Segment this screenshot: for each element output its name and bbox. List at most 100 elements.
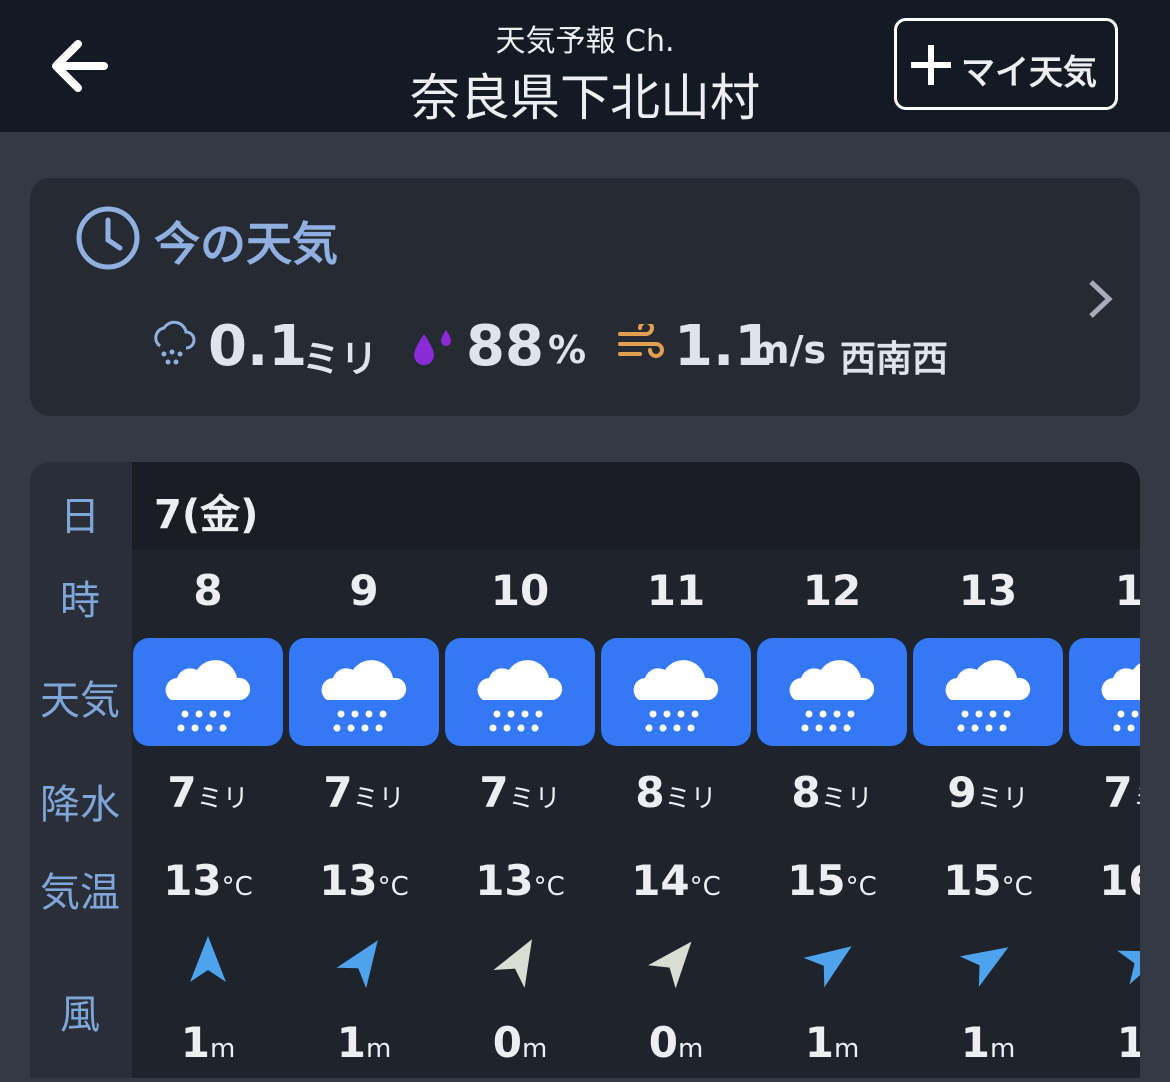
temp-unit: °C xyxy=(689,872,721,902)
current-precip: 0.1 xyxy=(208,314,308,379)
precip: 8 xyxy=(635,768,665,817)
back-button[interactable] xyxy=(48,38,108,94)
arrow-shape xyxy=(190,936,226,982)
temp-unit: °C xyxy=(377,872,409,902)
precip: 7 xyxy=(167,768,197,817)
add-button[interactable]: マイ天気 xyxy=(894,18,1118,110)
wind: 1 xyxy=(180,1018,210,1067)
temp: 16 xyxy=(1099,856,1140,905)
hour: 11 xyxy=(646,566,706,615)
header: 天気予報 Ch. 奈良県下北山村 マイ天気 xyxy=(0,0,1170,132)
wind: 1 xyxy=(960,1018,990,1067)
wind-cell: 1m xyxy=(132,1018,286,1067)
arrow-shape xyxy=(1117,950,1140,985)
subtitle: 天気予報 Ch. xyxy=(495,24,675,59)
precip-unit: ミリ xyxy=(820,784,873,814)
weather-icon xyxy=(289,638,439,746)
row-label: 降水 xyxy=(40,782,120,828)
wind-unit: m xyxy=(365,1034,392,1064)
wind-cell: 1m xyxy=(1066,1018,1140,1067)
temp-cell: 16°C xyxy=(1066,856,1140,905)
wind-cell: 1m xyxy=(754,1018,910,1067)
arrow-shape xyxy=(493,939,532,989)
wind: 1 xyxy=(336,1018,366,1067)
rain-icon xyxy=(154,320,196,365)
precip-unit: ミリ xyxy=(664,784,717,814)
wind-arrow xyxy=(803,946,852,988)
wind-unit: m xyxy=(677,1034,704,1064)
precip: 8 xyxy=(791,768,821,817)
row-label: 日 xyxy=(60,494,100,540)
precip: 9 xyxy=(947,768,977,817)
wind-unit: m xyxy=(833,1034,860,1064)
wind-cell: 0m xyxy=(598,1018,754,1067)
row-label: 気温 xyxy=(40,870,120,916)
temp-cell: 13°C xyxy=(132,856,286,905)
current-title: 今の天気 xyxy=(154,217,338,271)
arrow-shape xyxy=(959,947,1009,987)
temp: 15 xyxy=(943,856,1002,905)
precip: 7 xyxy=(479,768,509,817)
current-wind-unit: m/s xyxy=(750,328,827,372)
wind-arrow xyxy=(190,936,226,982)
hour: 9 xyxy=(349,566,379,615)
hour: 8 xyxy=(193,566,223,615)
hour-columns: 8 7ミリ 13°C 1m 9 7ミリ 13°C 1m 10 7ミリ 13°C 0m 11 8ミリ 14°C… xyxy=(132,462,1140,1078)
wind-unit: m xyxy=(989,1034,1016,1064)
precip-cell: 8ミリ xyxy=(754,768,910,817)
arrow-shape xyxy=(336,940,378,989)
add-label: マイ天気 xyxy=(961,53,1097,93)
weather-icon xyxy=(913,638,1063,746)
current-humidity-unit: % xyxy=(548,328,587,372)
temp: 15 xyxy=(787,856,846,905)
weather-icon xyxy=(133,638,283,746)
wind-unit: m xyxy=(521,1034,548,1064)
temp: 13 xyxy=(319,856,378,905)
temp-unit: °C xyxy=(845,872,877,902)
precip-unit: ミリ xyxy=(508,784,561,814)
date: 7(金) xyxy=(154,492,259,538)
precip-cell: 7ミリ xyxy=(132,768,286,817)
row-label: 風 xyxy=(60,992,100,1038)
temp-unit: °C xyxy=(533,872,565,902)
weather-icon xyxy=(1069,638,1140,746)
temp: 13 xyxy=(163,856,222,905)
wind-cell: 0m xyxy=(442,1018,598,1067)
wind-arrow xyxy=(648,941,692,989)
wind-arrow xyxy=(959,947,1009,987)
forecast-table: 7(金) 8 7ミリ 13°C 1m 9 7ミリ 13°C 1m 10 7ミリ 13°C 0m 11 8ミ… xyxy=(30,462,1140,1078)
wind: 1 xyxy=(1116,1018,1140,1067)
current-humidity: 88 xyxy=(466,314,544,379)
temp-unit: °C xyxy=(1001,872,1033,902)
hour: 10 xyxy=(490,566,550,615)
label-column xyxy=(30,462,132,1078)
date-row xyxy=(132,462,1140,550)
wind-unit: m xyxy=(209,1034,236,1064)
precip: 7 xyxy=(1103,768,1133,817)
row-label: 天気 xyxy=(40,678,120,724)
weather-icon xyxy=(757,638,907,746)
precip-unit: ミリ xyxy=(196,784,249,814)
humidity-icon xyxy=(414,330,451,365)
clock-icon xyxy=(76,206,140,270)
temp-cell: 13°C xyxy=(442,856,598,905)
plus-icon xyxy=(911,45,951,85)
row-label: 時 xyxy=(60,578,100,624)
weather-icon xyxy=(601,638,751,746)
wind: 1 xyxy=(804,1018,834,1067)
arrow-shape xyxy=(803,946,852,988)
precip-unit: ミリ xyxy=(352,784,405,814)
wind-arrow xyxy=(1117,950,1140,985)
precip-unit: ミリ xyxy=(1133,784,1140,814)
precip-unit: ミリ xyxy=(976,784,1029,814)
hour: 14 xyxy=(1114,566,1140,615)
title: 奈良県下北山村 xyxy=(410,69,760,127)
arrow-shape xyxy=(648,941,692,989)
precip-cell: 7ミリ xyxy=(1066,768,1140,817)
temp-cell: 13°C xyxy=(286,856,442,905)
precip: 7 xyxy=(323,768,353,817)
temp: 14 xyxy=(631,856,690,905)
wind: 0 xyxy=(492,1018,522,1067)
current-card[interactable]: 今の天気 0.1 ミリ 88 % 1.1 m/s 西南西 xyxy=(30,178,1140,416)
